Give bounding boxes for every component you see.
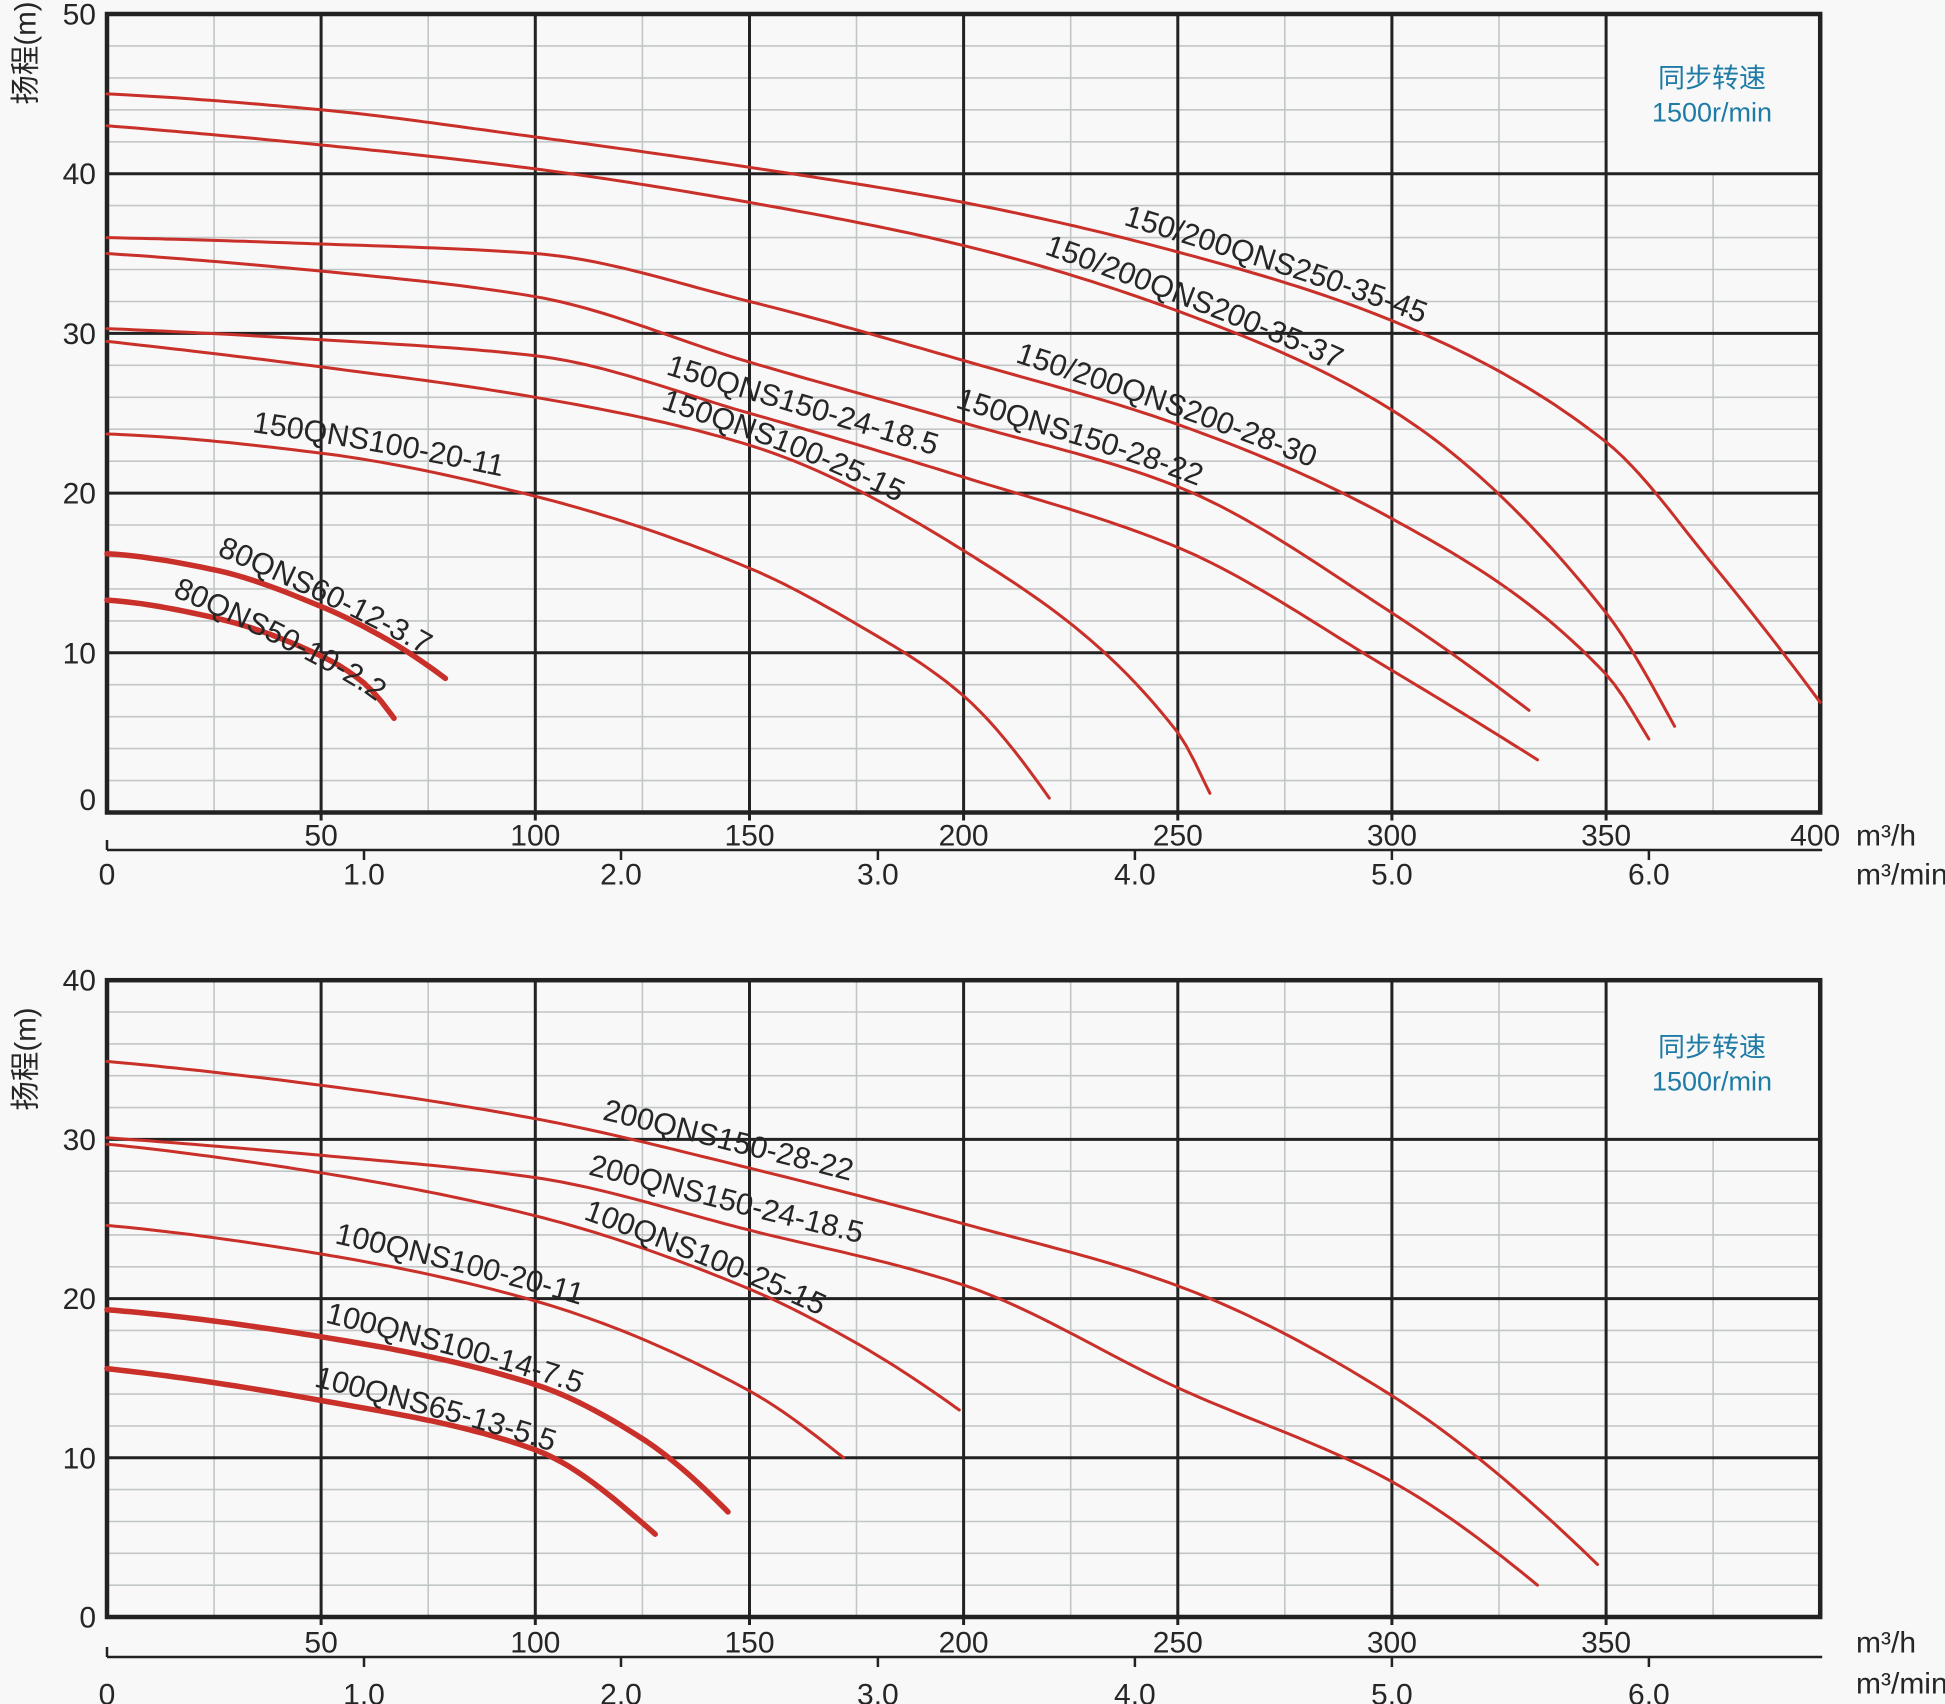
svg-text:150: 150 (724, 1627, 774, 1660)
svg-text:6.0: 6.0 (1628, 859, 1670, 892)
svg-text:4.0: 4.0 (1114, 1679, 1156, 1704)
svg-text:1.0: 1.0 (343, 1679, 385, 1704)
svg-text:2.0: 2.0 (600, 1679, 642, 1704)
svg-text:30: 30 (63, 318, 96, 351)
svg-text:0: 0 (79, 784, 96, 817)
svg-text:0: 0 (79, 1602, 96, 1635)
svg-text:100: 100 (510, 1627, 560, 1660)
svg-text:m³/h: m³/h (1856, 820, 1916, 853)
svg-text:同步转速: 同步转速 (1658, 63, 1766, 93)
svg-text:50: 50 (304, 1627, 337, 1660)
svg-text:400: 400 (1790, 820, 1840, 853)
svg-text:m³/min: m³/min (1856, 859, 1945, 892)
svg-text:50: 50 (63, 0, 96, 32)
svg-text:1500r/min: 1500r/min (1652, 97, 1772, 127)
svg-text:m³/h: m³/h (1856, 1627, 1916, 1660)
svg-text:2.0: 2.0 (600, 859, 642, 892)
svg-text:40: 40 (63, 158, 96, 191)
svg-text:350: 350 (1581, 820, 1631, 853)
svg-text:m³/min: m³/min (1856, 1668, 1945, 1701)
svg-text:1500r/min: 1500r/min (1652, 1066, 1772, 1096)
svg-text:3.0: 3.0 (857, 859, 899, 892)
svg-text:250: 250 (1153, 820, 1203, 853)
svg-text:100: 100 (510, 820, 560, 853)
svg-text:4.0: 4.0 (1114, 859, 1156, 892)
svg-text:300: 300 (1367, 820, 1417, 853)
svg-text:250: 250 (1153, 1627, 1203, 1660)
svg-text:10: 10 (63, 637, 96, 670)
svg-text:300: 300 (1367, 1627, 1417, 1660)
svg-text:5.0: 5.0 (1371, 859, 1413, 892)
svg-text:扬程(m): 扬程(m) (9, 1007, 42, 1110)
svg-text:20: 20 (63, 478, 96, 511)
svg-text:150: 150 (724, 820, 774, 853)
svg-text:50: 50 (304, 820, 337, 853)
svg-text:同步转速: 同步转速 (1658, 1032, 1766, 1062)
svg-text:30: 30 (63, 1124, 96, 1157)
svg-text:20: 20 (63, 1283, 96, 1316)
svg-text:350: 350 (1581, 1627, 1631, 1660)
svg-text:6.0: 6.0 (1628, 1679, 1670, 1704)
svg-text:200: 200 (939, 1627, 989, 1660)
svg-text:200: 200 (939, 820, 989, 853)
svg-text:3.0: 3.0 (857, 1679, 899, 1704)
svg-text:10: 10 (63, 1442, 96, 1475)
svg-text:0: 0 (99, 859, 116, 892)
svg-text:40: 40 (63, 965, 96, 998)
svg-text:1.0: 1.0 (343, 859, 385, 892)
svg-text:5.0: 5.0 (1371, 1679, 1413, 1704)
svg-text:0: 0 (99, 1679, 116, 1704)
svg-text:扬程(m): 扬程(m) (9, 1, 42, 104)
